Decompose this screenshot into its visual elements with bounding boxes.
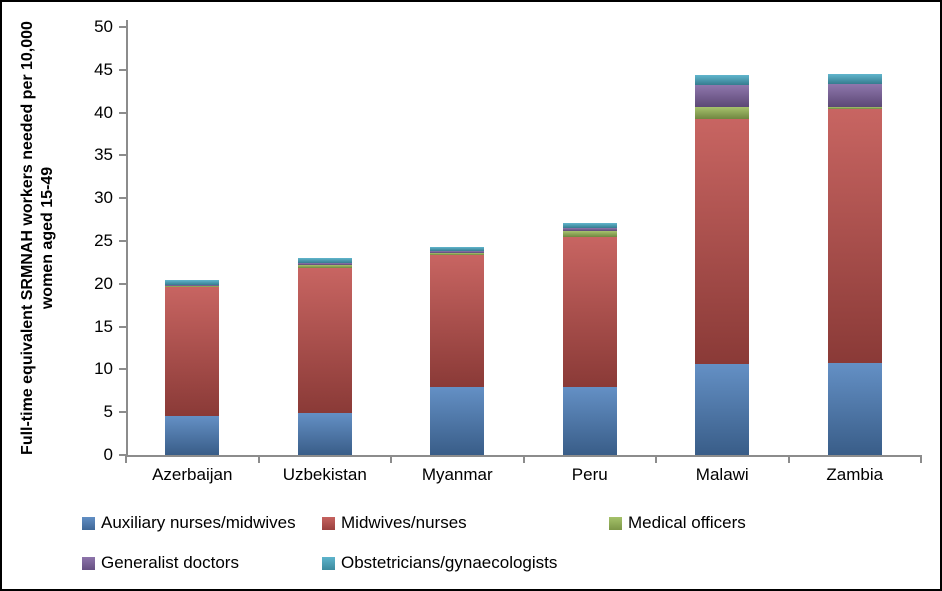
bar-segment-zambia-midwives-nurses bbox=[827, 109, 882, 363]
legend-swatch-medical-officers bbox=[609, 516, 622, 530]
bar-segment-malawi-midwives-nurses bbox=[695, 118, 750, 365]
bar-segment-uzbekistan-medical-officers bbox=[297, 264, 352, 268]
bar-segment-peru-obstetricians-gynaecologists bbox=[562, 223, 617, 229]
y-axis-tick bbox=[119, 325, 126, 328]
y-tick-label: 35 bbox=[94, 145, 113, 165]
y-tick-label: 50 bbox=[94, 17, 113, 36]
legend-swatch-generalist-doctors bbox=[82, 556, 95, 570]
y-axis-tick bbox=[119, 111, 126, 114]
y-axis-tick bbox=[119, 282, 126, 285]
y-tick-label: 15 bbox=[94, 316, 113, 336]
bar-segment-myanmar-generalist-doctors bbox=[430, 251, 485, 253]
legend-label-medical-officers: Medical officers bbox=[628, 513, 746, 532]
bar-segment-zambia-obstetricians-gynaecologists bbox=[827, 74, 882, 85]
bar-segment-malawi-auxiliary-nurses-midwives bbox=[695, 364, 750, 455]
bar-segment-malawi-obstetricians-gynaecologists bbox=[695, 74, 750, 86]
bar-segment-azerbaijan-medical-officers bbox=[165, 285, 220, 287]
bar-segment-zambia-medical-officers bbox=[827, 106, 882, 110]
y-tick-label: 45 bbox=[94, 59, 113, 79]
bar-segment-peru-midwives-nurses bbox=[562, 236, 617, 388]
legend-label-obstetricians-gynaecologists: Obstetricians/gynaecologists bbox=[341, 553, 558, 572]
bar-segment-uzbekistan-auxiliary-nurses-midwives bbox=[297, 413, 352, 455]
y-tick-label: 0 bbox=[103, 445, 113, 464]
legend-item-medical-officers: Medical officers bbox=[609, 513, 746, 532]
bar-segment-zambia-auxiliary-nurses-midwives bbox=[827, 362, 882, 455]
bar-segment-azerbaijan-obstetricians-gynaecologists bbox=[165, 280, 220, 285]
legend-swatch-midwives-nurses bbox=[322, 516, 335, 530]
bar-segment-myanmar-obstetricians-gynaecologists bbox=[430, 246, 485, 252]
y-axis-tick bbox=[119, 68, 126, 71]
bar-segment-myanmar-medical-officers bbox=[430, 252, 485, 255]
x-category-label-malawi: Malawi bbox=[695, 465, 749, 484]
x-category-label-azerbaijan: Azerbaijan bbox=[152, 465, 233, 484]
y-axis-tick bbox=[119, 240, 126, 242]
y-axis-tick bbox=[119, 454, 126, 456]
y-tick-label: 25 bbox=[94, 231, 113, 250]
y-axis-tick bbox=[119, 411, 126, 414]
bar-segment-azerbaijan-generalist-doctors bbox=[165, 284, 220, 286]
bar-segment-malawi-medical-officers bbox=[695, 106, 750, 119]
legend-label-midwives-nurses: Midwives/nurses bbox=[341, 513, 467, 532]
bar-segment-myanmar-midwives-nurses bbox=[430, 254, 485, 387]
y-tick-label: 30 bbox=[94, 188, 113, 208]
bar-segment-zambia-generalist-doctors bbox=[827, 84, 882, 107]
legend-swatch-auxiliary-nurses-midwives bbox=[82, 516, 95, 530]
y-axis-tick bbox=[119, 26, 126, 28]
x-axis-tick bbox=[390, 455, 392, 463]
y-axis-tick bbox=[119, 154, 126, 157]
legend-item-obstetricians-gynaecologists: Obstetricians/gynaecologists bbox=[322, 553, 558, 572]
x-axis-tick bbox=[787, 455, 790, 463]
bar-segment-myanmar-auxiliary-nurses-midwives bbox=[430, 386, 485, 455]
legend-label-generalist-doctors: Generalist doctors bbox=[101, 553, 239, 572]
y-axis-tick bbox=[119, 197, 126, 200]
x-category-label-myanmar: Myanmar bbox=[421, 465, 493, 484]
bar-segment-azerbaijan-auxiliary-nurses-midwives bbox=[165, 416, 220, 455]
x-axis-tick bbox=[125, 455, 127, 463]
y-tick-label: 40 bbox=[94, 102, 113, 122]
bar-segment-uzbekistan-midwives-nurses bbox=[297, 267, 352, 414]
bar-segment-malawi-generalist-doctors bbox=[695, 85, 750, 107]
legend-item-generalist-doctors: Generalist doctors bbox=[82, 553, 239, 572]
y-tick-label: 10 bbox=[94, 359, 113, 379]
legend-item-midwives-nurses: Midwives/nurses bbox=[322, 513, 467, 532]
x-axis-tick bbox=[522, 455, 525, 463]
x-axis-tick bbox=[257, 455, 260, 463]
x-category-label-uzbekistan: Uzbekistan bbox=[282, 465, 367, 484]
bar-segment-peru-generalist-doctors bbox=[562, 228, 617, 231]
bar-segment-peru-medical-officers bbox=[562, 230, 617, 237]
bar-segment-uzbekistan-generalist-doctors bbox=[297, 263, 352, 265]
y-axis-line bbox=[126, 20, 128, 457]
x-category-label-peru: Peru bbox=[571, 465, 608, 484]
legend-item-auxiliary-nurses-midwives: Auxiliary nurses/midwives bbox=[82, 513, 296, 532]
bar-segment-peru-auxiliary-nurses-midwives bbox=[562, 387, 617, 455]
y-tick-label: 20 bbox=[94, 273, 113, 293]
legend-swatch-obstetricians-gynaecologists bbox=[322, 556, 335, 570]
x-category-label-zambia: Zambia bbox=[826, 465, 884, 484]
bar-segment-uzbekistan-obstetricians-gynaecologists bbox=[297, 258, 352, 264]
y-tick-label: 5 bbox=[103, 402, 113, 422]
bar-segment-azerbaijan-midwives-nurses bbox=[165, 286, 220, 417]
x-axis-tick bbox=[920, 455, 922, 463]
legend-label-auxiliary-nurses-midwives: Auxiliary nurses/midwives bbox=[101, 513, 296, 532]
y-axis-tick bbox=[119, 368, 126, 371]
x-axis-tick bbox=[655, 455, 657, 463]
